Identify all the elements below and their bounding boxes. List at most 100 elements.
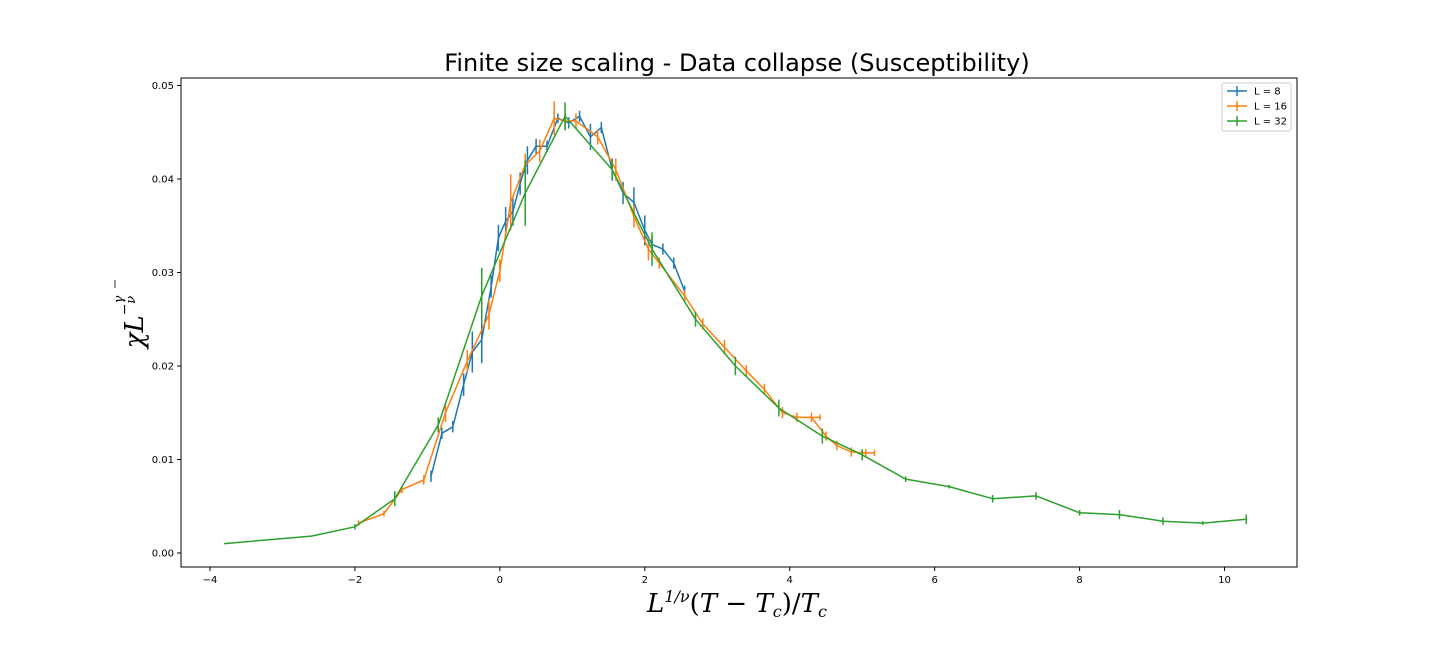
- data-point: [684, 295, 686, 297]
- y-tick-label: 0.02: [152, 361, 174, 372]
- svg-text:L1/ν(T − Tc)/Tc: L1/ν(T − Tc)/Tc: [646, 587, 827, 621]
- data-point: [441, 432, 443, 434]
- y-tick-label: 0.01: [152, 455, 174, 466]
- data-point: [539, 150, 541, 152]
- data-point: [615, 169, 617, 171]
- data-point: [796, 416, 798, 419]
- x-tick-label: 8: [1076, 575, 1082, 586]
- data-point: [499, 270, 501, 272]
- data-point: [763, 388, 765, 390]
- x-axis-label: L1/ν(T − Tc)/Tc: [646, 587, 827, 621]
- data-point: [510, 201, 512, 203]
- x-tick-label: 4: [787, 575, 793, 586]
- data-point: [553, 117, 555, 119]
- legend-label: L = 32: [1254, 117, 1287, 128]
- data-point: [865, 452, 867, 454]
- y-tick-label: 0.03: [152, 268, 174, 279]
- x-tick-label: 2: [642, 575, 648, 586]
- data-point: [589, 136, 592, 138]
- data-point: [905, 478, 907, 480]
- data-point: [734, 365, 736, 367]
- data-point: [423, 479, 425, 481]
- plot-frame: [180, 77, 1298, 568]
- data-point: [611, 169, 613, 171]
- data-point: [778, 407, 780, 409]
- y-tick-label: 0.00: [152, 548, 174, 559]
- x-axis-label-body: (: [690, 589, 700, 619]
- data-point: [578, 115, 581, 117]
- y-tick-label: 0.05: [152, 81, 174, 92]
- data-point: [430, 475, 432, 477]
- legend-label: L = 8: [1254, 87, 1281, 98]
- x-axis-label-exponent: 1/ν: [664, 587, 690, 606]
- data-point: [723, 346, 726, 348]
- y-tick-label: 0.04: [152, 174, 174, 185]
- data-point: [821, 435, 823, 437]
- y-axis: 0.00 0.01 0.02 0.03 0.04 0.05: [152, 81, 181, 559]
- data-point: [488, 313, 490, 316]
- data-point: [781, 412, 784, 414]
- series-line: [430, 115, 686, 477]
- data-point: [825, 435, 827, 437]
- data-point: [600, 126, 602, 129]
- data-point: [694, 318, 697, 320]
- data-point: [444, 412, 447, 414]
- data-point: [466, 360, 468, 362]
- data-point: [702, 323, 704, 325]
- data-point: [647, 248, 650, 250]
- data-point: [745, 370, 747, 372]
- data-point: [490, 285, 492, 288]
- data-point: [1078, 512, 1081, 514]
- data-point: [992, 498, 994, 500]
- chart-title: Finite size scaling - Data collapse (Sus…: [444, 49, 1029, 77]
- x-tick-label: −2: [348, 575, 363, 586]
- data-point: [597, 136, 599, 138]
- data-point: [383, 513, 385, 515]
- data-point: [1035, 495, 1037, 497]
- x-tick-label: 10: [1218, 575, 1231, 586]
- y-axis-label: χL−γν: [112, 280, 150, 350]
- data-point: [633, 215, 635, 217]
- data-point: [452, 426, 454, 428]
- data-point: [519, 183, 521, 185]
- data-point: [564, 115, 566, 117]
- data-point: [526, 159, 528, 161]
- plot-clip-group: [223, 101, 1248, 545]
- data-point: [394, 498, 396, 500]
- series-1: [430, 110, 686, 482]
- data-point: [223, 543, 226, 545]
- data-point: [535, 145, 537, 147]
- series-3: [223, 102, 1248, 545]
- data-point: [658, 262, 660, 264]
- data-point: [575, 120, 577, 122]
- x-tick-label: 0: [497, 575, 503, 586]
- data-point: [437, 424, 439, 426]
- data-point: [401, 488, 403, 490]
- series-line: [224, 115, 1247, 545]
- data-point: [568, 122, 570, 124]
- data-point: [497, 237, 500, 239]
- data-point: [948, 485, 950, 488]
- data-point: [463, 384, 465, 386]
- data-point: [481, 339, 483, 341]
- data-point: [1162, 520, 1164, 522]
- data-point: [524, 192, 526, 194]
- data-point: [836, 444, 838, 447]
- legend: L = 8 L = 16 L = 32: [1221, 82, 1292, 132]
- data-point: [546, 145, 548, 147]
- legend-label: L = 16: [1254, 102, 1287, 113]
- data-point: [810, 416, 813, 419]
- data-point: [505, 220, 507, 222]
- data-point: [633, 201, 635, 203]
- data-point: [861, 454, 863, 456]
- data-point: [850, 451, 852, 453]
- svg-text:χL−γν: χL−γν: [112, 296, 150, 351]
- data-point: [310, 535, 313, 537]
- data-point: [1245, 518, 1247, 520]
- x-axis: −4 −2 0 2 4 6 8 10: [203, 567, 1231, 586]
- data-point: [1202, 522, 1204, 524]
- series-2: [357, 101, 876, 526]
- x-tick-label: 6: [931, 575, 937, 586]
- legend-box: [1221, 82, 1292, 132]
